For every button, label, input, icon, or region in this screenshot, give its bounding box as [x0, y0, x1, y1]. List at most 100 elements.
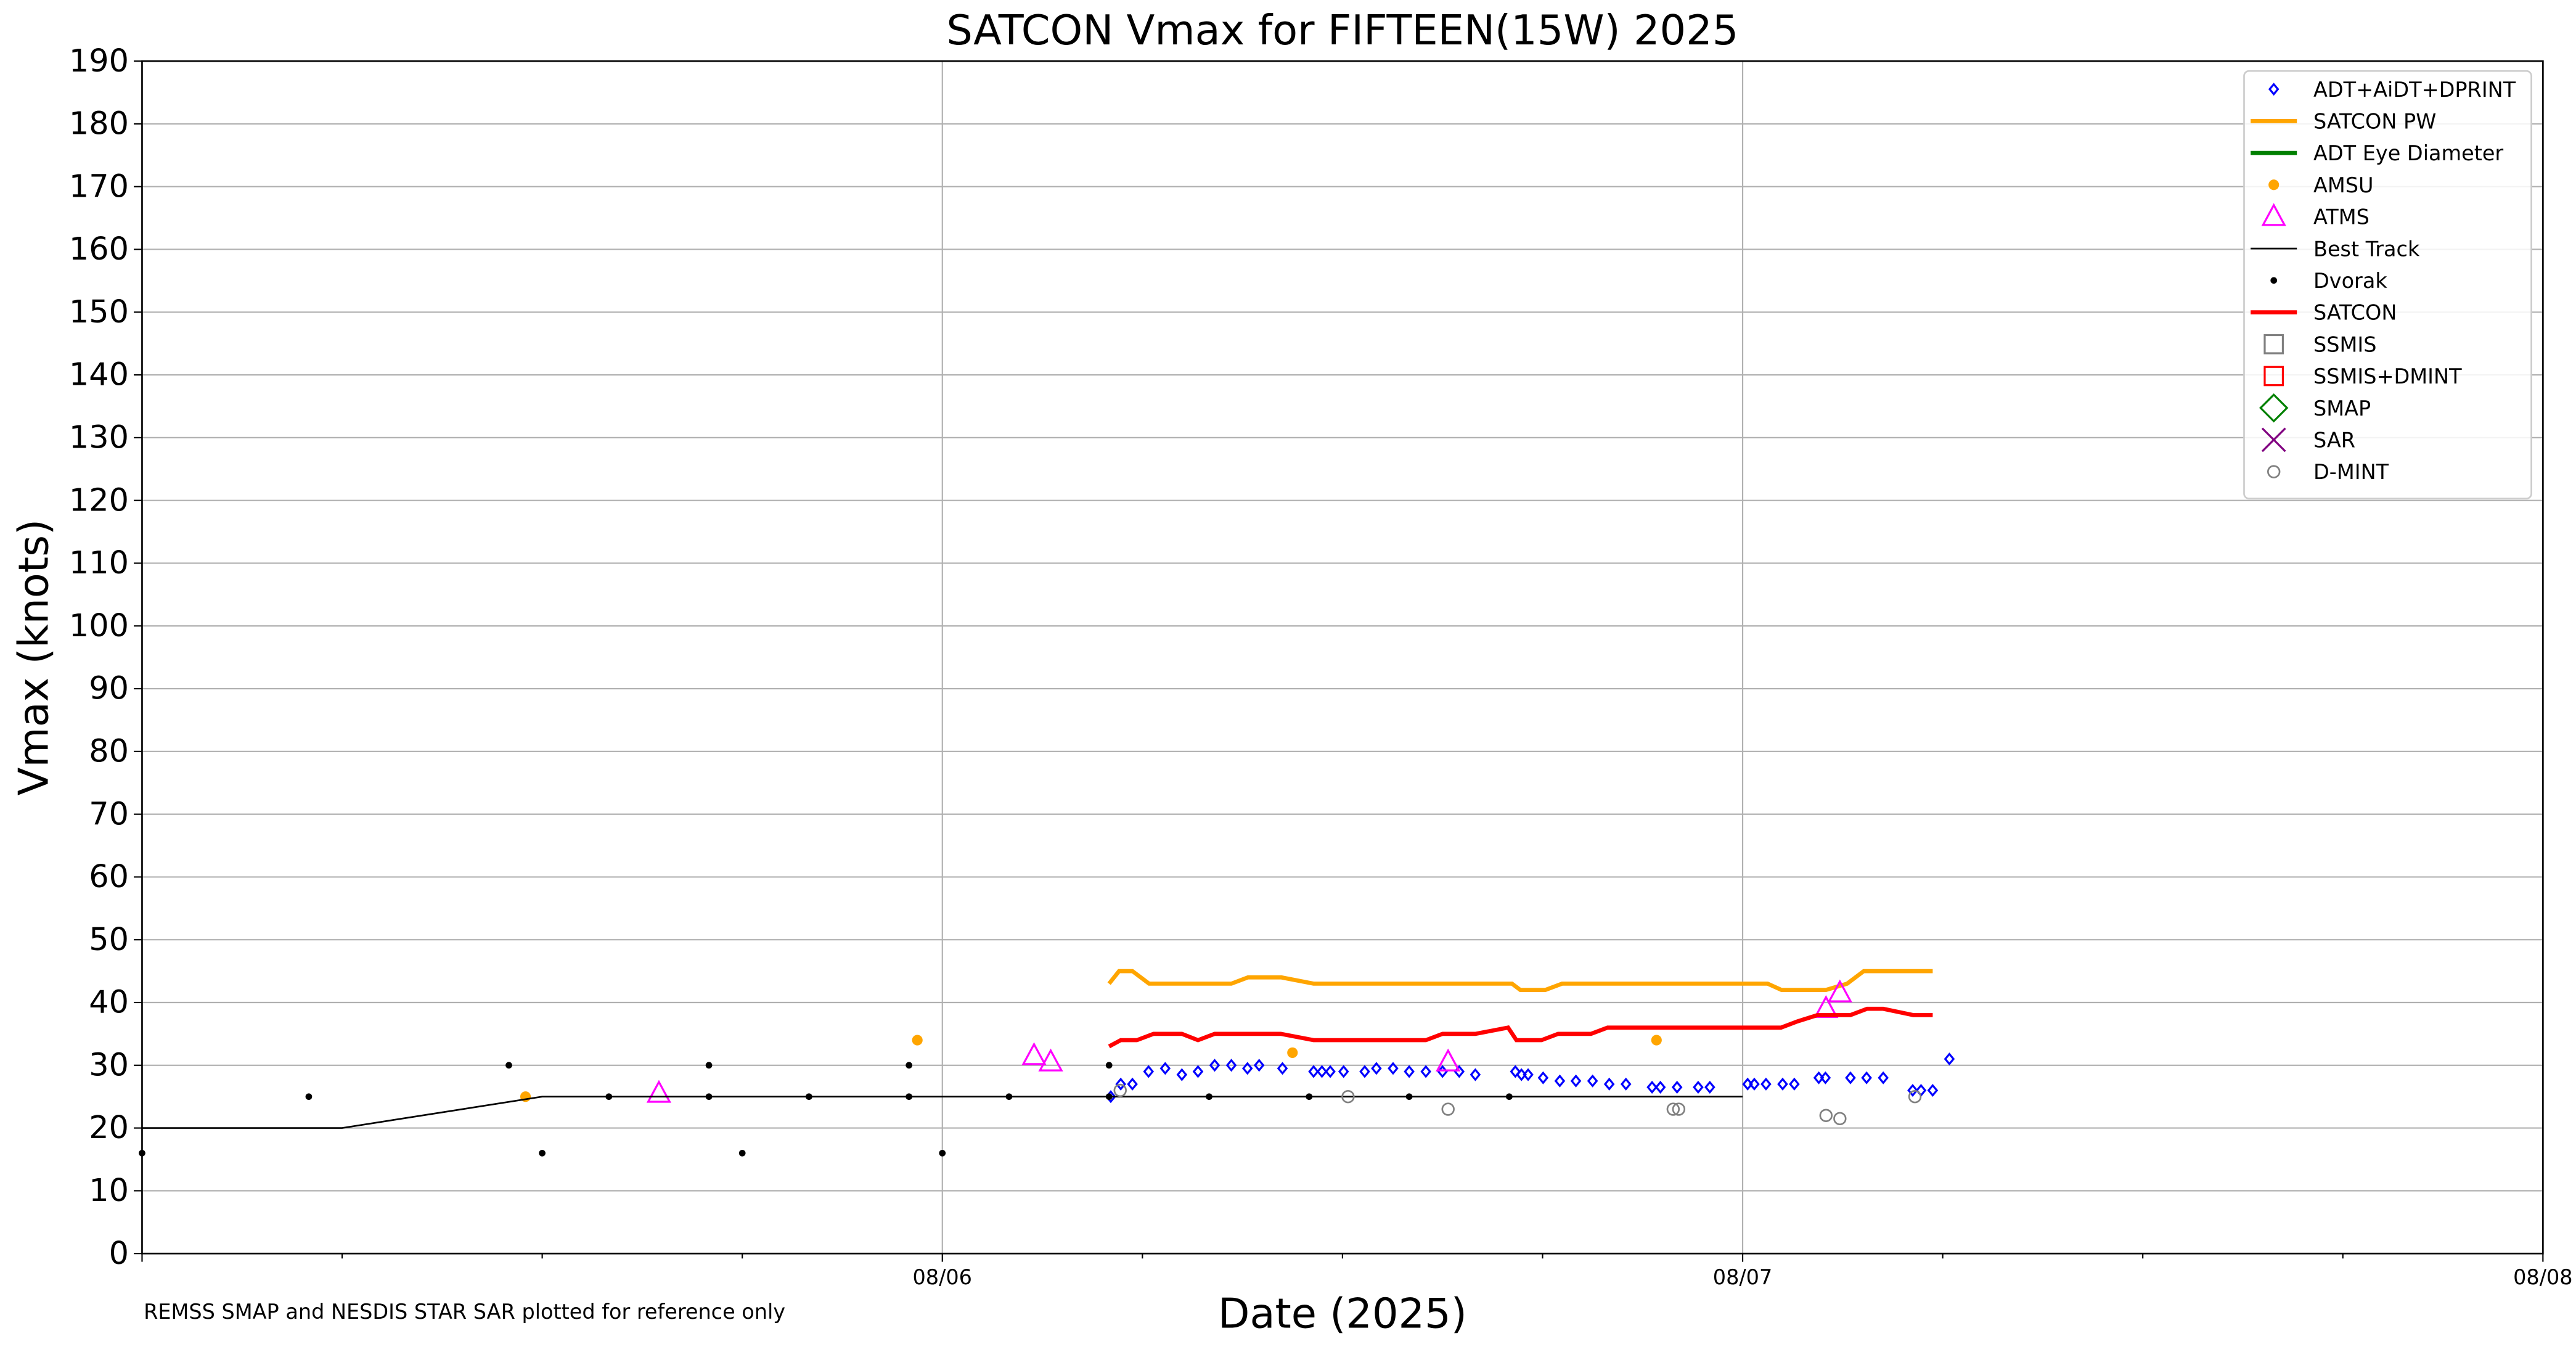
data-point	[1819, 1109, 1833, 1122]
data-point	[906, 1093, 913, 1101]
legend-swatch	[2263, 366, 2284, 387]
data-point	[1005, 1093, 1013, 1101]
legend-label: SMAP	[2313, 396, 2371, 420]
legend-swatch	[2268, 83, 2280, 96]
data-point	[1192, 1065, 1204, 1078]
data-point	[1420, 1065, 1431, 1078]
series-line	[1108, 1006, 1933, 1049]
legend-label: ATMS	[2313, 205, 2370, 229]
data-point	[1441, 1102, 1455, 1116]
data-point	[1388, 1062, 1399, 1075]
y-tick-label: 150	[69, 294, 129, 330]
series-line	[142, 1096, 1743, 1129]
data-point	[1316, 1065, 1328, 1078]
legend-swatch	[2261, 203, 2286, 226]
data-point	[305, 1093, 313, 1101]
legend-label: SAR	[2313, 428, 2355, 453]
data-point	[738, 1149, 746, 1157]
data-point	[1651, 1035, 1662, 1046]
footnote: REMSS SMAP and NESDIS STAR SAR plotted f…	[144, 1300, 785, 1324]
data-point	[1225, 1059, 1237, 1072]
y-tick-label: 170	[69, 168, 129, 205]
data-point	[1143, 1065, 1155, 1078]
legend-label: ADT Eye Diameter	[2313, 141, 2503, 165]
data-point	[1405, 1093, 1413, 1101]
data-point	[1105, 1093, 1113, 1101]
legend-label: ADT+AiDT+DPRINT	[2313, 78, 2516, 102]
legend-swatch	[2261, 427, 2286, 453]
data-point	[1113, 1083, 1127, 1097]
data-point	[1789, 1077, 1800, 1091]
plot-frame	[141, 60, 2544, 1255]
data-point	[1308, 1065, 1319, 1078]
data-point	[1646, 1080, 1658, 1094]
legend-box	[2243, 70, 2532, 500]
data-point	[1404, 1065, 1415, 1078]
data-point	[1523, 1068, 1534, 1081]
x-tick-label: 08/07	[1713, 1265, 1772, 1289]
data-point	[1704, 1080, 1715, 1094]
y-tick-label: 130	[69, 420, 129, 456]
data-point	[1537, 1071, 1549, 1085]
data-point	[139, 1149, 145, 1157]
data-point	[1206, 1093, 1212, 1101]
data-point	[1341, 1089, 1355, 1104]
data-point	[1021, 1042, 1047, 1065]
data-point	[1777, 1077, 1788, 1091]
y-tick-label: 30	[89, 1047, 129, 1083]
data-point	[939, 1149, 946, 1157]
chart-title: SATCON Vmax for FIFTEEN(15W) 2025	[946, 6, 1738, 54]
x-tick-label: 08/08	[2513, 1265, 2572, 1289]
data-point	[1038, 1048, 1063, 1072]
legend-label: SATCON	[2313, 301, 2397, 325]
y-tick-label: 50	[89, 922, 129, 958]
series-line	[1107, 969, 1933, 992]
y-tick-label: 140	[69, 357, 129, 393]
data-point	[1338, 1065, 1349, 1078]
y-tick-label: 60	[89, 859, 129, 895]
data-point	[1672, 1102, 1686, 1116]
data-point	[1693, 1080, 1704, 1094]
legend-swatch	[2268, 179, 2280, 191]
legend-label: SSMIS+DMINT	[2313, 364, 2462, 388]
y-tick-label: 120	[69, 482, 129, 519]
y-tick-label: 180	[69, 106, 129, 142]
data-point	[1510, 1065, 1521, 1078]
data-point	[906, 1062, 913, 1069]
data-point	[705, 1062, 713, 1069]
data-point	[1861, 1071, 1872, 1085]
data-point	[1325, 1065, 1336, 1078]
legend-label: AMSU	[2313, 173, 2374, 197]
data-point	[1845, 1071, 1856, 1085]
data-point	[1277, 1062, 1288, 1075]
y-tick-label: 20	[89, 1110, 129, 1146]
data-point	[1587, 1074, 1598, 1088]
data-point	[912, 1035, 923, 1046]
data-point	[1944, 1052, 1955, 1066]
data-point	[1115, 1077, 1126, 1091]
data-point	[1833, 1112, 1847, 1126]
data-point	[1760, 1077, 1772, 1091]
y-tick-label: 10	[89, 1173, 129, 1209]
data-point	[1907, 1083, 1918, 1097]
data-point	[1827, 979, 1852, 1003]
data-point	[539, 1149, 546, 1157]
y-tick-label: 110	[69, 545, 129, 581]
legend-label: SSMIS	[2313, 332, 2376, 356]
legend-label: D-MINT	[2313, 460, 2389, 484]
x-axis-label: Date (2025)	[1218, 1290, 1467, 1338]
data-point	[1570, 1074, 1582, 1088]
y-tick-label: 80	[89, 734, 129, 770]
data-point	[1159, 1062, 1171, 1075]
data-point	[1470, 1068, 1481, 1081]
data-point	[1927, 1083, 1939, 1097]
legend-label: SATCON PW	[2313, 110, 2436, 134]
data-point	[1209, 1059, 1221, 1072]
data-point	[1371, 1062, 1382, 1075]
data-point	[1878, 1071, 1889, 1085]
data-point	[1749, 1077, 1760, 1091]
data-point	[1436, 1048, 1461, 1072]
data-point	[1506, 1093, 1513, 1101]
